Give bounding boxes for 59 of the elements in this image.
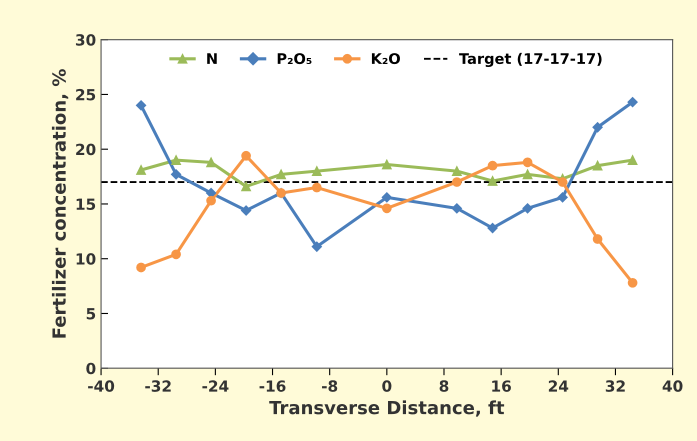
y-tick-label: 5 [86,308,96,320]
y-tick-label: 15 [76,198,96,210]
point [522,203,533,214]
x-tick-label: 24 [548,380,568,392]
x-axis-title: Transverse Distance, ft [269,400,504,417]
point [206,196,216,206]
y-tick-label: 0 [86,362,96,374]
point [312,182,322,192]
point [628,155,638,166]
x-tick-label: 16 [492,380,511,392]
point [276,170,286,180]
point [557,192,568,203]
point [136,262,146,272]
point [488,160,498,170]
point [241,182,251,192]
point [627,97,638,108]
point [628,278,638,288]
x-tick-label: -8 [322,380,338,392]
x-tick-label: 32 [606,380,625,392]
y-tick-label: 25 [76,88,96,100]
point [592,234,602,244]
point [312,242,322,252]
point [312,166,322,176]
point [136,165,146,175]
x-tick-label: 8 [440,380,448,392]
x-tick-label: -32 [145,380,171,392]
point [522,170,532,180]
point [170,169,182,180]
x-tick-label: -40 [88,380,114,392]
legend-label: P₂O₅ [278,53,312,64]
point [452,166,462,176]
x-tick-label: 0 [382,380,392,392]
legend-label: Target (17-17-17) [459,52,602,68]
point [592,160,602,170]
point [382,192,392,203]
point [240,205,252,216]
point [592,122,603,132]
x-tick-label: -24 [202,380,228,392]
y-tick-label: 20 [76,144,96,156]
point [206,157,216,168]
point [558,177,568,187]
point [522,157,532,168]
y-tick-label: 30 [76,34,96,46]
point [382,160,392,170]
point [171,155,181,166]
point [136,100,146,111]
x-tick-label: -16 [260,380,286,392]
legend-label: N [207,53,217,64]
point [241,150,251,161]
point [488,176,498,186]
point [382,203,392,214]
point [487,222,498,234]
point [171,249,181,260]
y-tick-label: 10 [76,253,96,265]
point [452,203,462,214]
x-tick-label: 40 [662,380,683,392]
point [452,177,462,187]
y-axis-title: Fertilizer concentration, % [52,69,68,338]
legend-label: K₂O [372,53,400,64]
